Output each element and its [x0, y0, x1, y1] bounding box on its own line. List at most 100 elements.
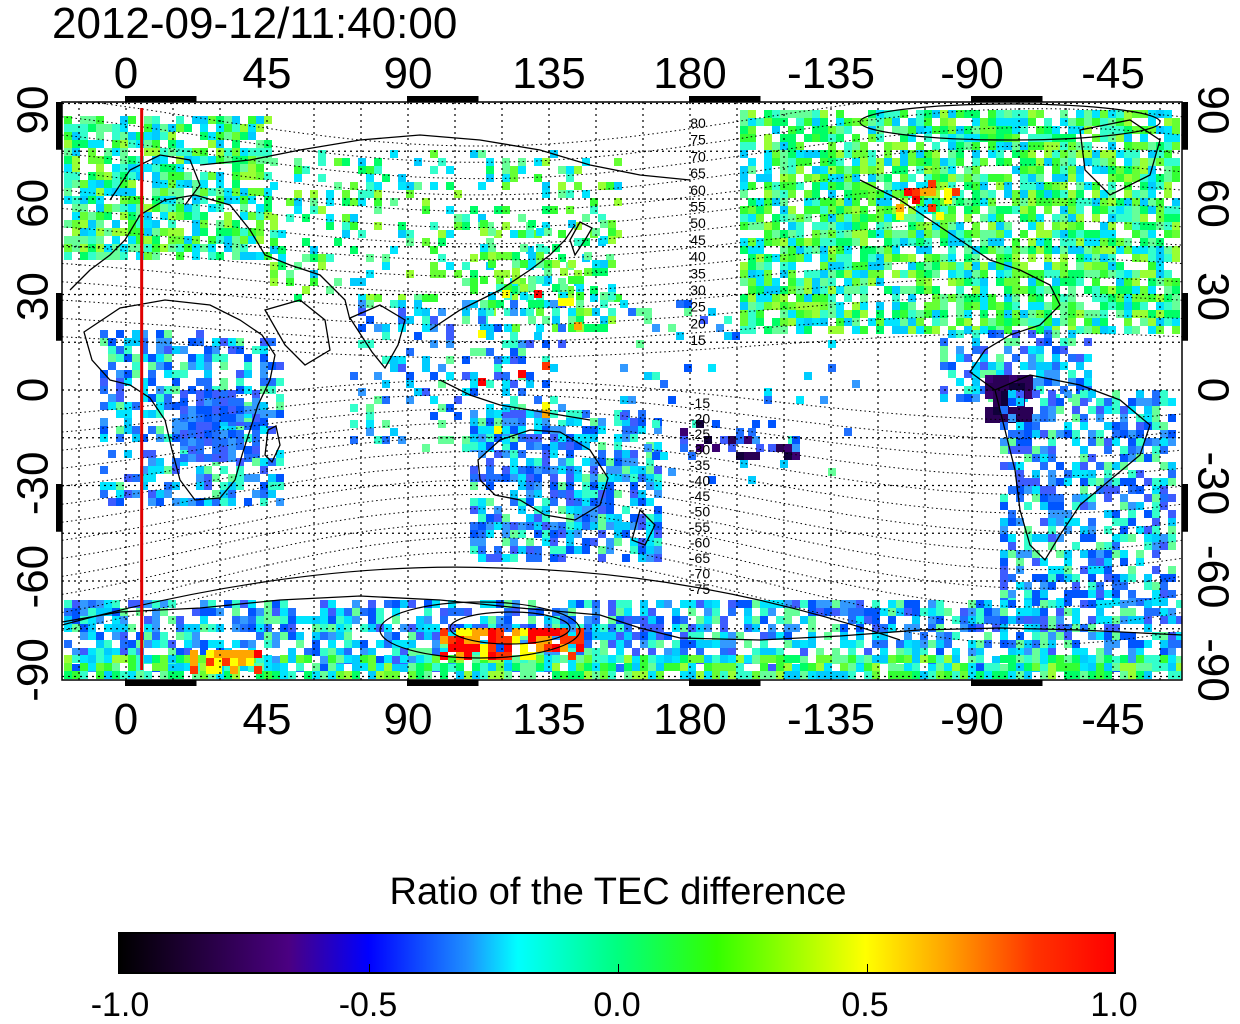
tec-cell	[680, 640, 688, 648]
tec-cell	[96, 616, 104, 624]
tec-cell	[328, 648, 336, 656]
tec-cell	[534, 546, 542, 554]
tec-cell	[148, 370, 156, 378]
tec-cell	[582, 426, 590, 434]
tec-cell	[224, 148, 232, 156]
tec-cell	[1164, 246, 1172, 254]
tec-cell	[940, 118, 948, 126]
tec-cell	[1048, 632, 1056, 640]
tec-cell	[836, 246, 844, 254]
tec-cell	[398, 356, 406, 364]
tec-cell	[812, 310, 820, 318]
tec-cell	[1009, 407, 1017, 415]
tec-cell	[904, 600, 912, 608]
tec-cell	[606, 506, 614, 514]
tec-cell	[804, 302, 812, 310]
tec-cell	[820, 278, 828, 286]
tec-cell	[406, 270, 414, 278]
tec-cell	[184, 624, 192, 632]
tec-cell	[844, 118, 852, 126]
tec-cell	[876, 262, 884, 270]
tec-cell	[294, 158, 302, 166]
tec-cell	[582, 238, 590, 246]
tec-cell	[1116, 278, 1124, 286]
tec-cell	[1112, 462, 1120, 470]
tec-cell	[1080, 390, 1088, 398]
tec-cell	[248, 252, 256, 260]
tec-data-layer	[64, 110, 1182, 679]
tec-cell	[1008, 518, 1016, 526]
tec-cell	[916, 158, 924, 166]
tec-cell	[480, 628, 488, 636]
tec-cell	[414, 158, 422, 166]
tec-cell	[1068, 302, 1076, 310]
tec-cell	[358, 158, 366, 166]
tec-cell	[72, 244, 80, 252]
tec-cell	[832, 600, 840, 608]
tec-cell	[598, 506, 606, 514]
tec-cell	[908, 174, 916, 182]
tec-cell	[964, 262, 972, 270]
tec-cell	[804, 294, 812, 302]
tec-cell	[152, 632, 160, 640]
tec-cell	[416, 655, 424, 663]
tec-cell	[520, 284, 528, 292]
tec-cell	[204, 346, 212, 354]
tec-cell	[96, 244, 104, 252]
tec-cell	[96, 116, 104, 124]
tec-cell	[932, 326, 940, 334]
tec-cell	[844, 230, 852, 238]
tec-cell	[956, 270, 964, 278]
tec-cell	[1068, 378, 1076, 386]
tec-cell	[1084, 286, 1092, 294]
tec-cell	[1104, 566, 1112, 574]
tec-cell	[526, 308, 534, 316]
tec-cell	[558, 420, 566, 428]
tec-cell	[920, 632, 928, 640]
tec-cell	[260, 354, 268, 362]
tec-cell	[96, 220, 104, 228]
tec-cell	[796, 310, 804, 318]
tec-cell	[204, 390, 212, 398]
tec-cell	[654, 442, 662, 450]
tec-cell	[896, 671, 904, 679]
tec-cell	[844, 310, 852, 318]
tec-cell	[1112, 398, 1120, 406]
tec-cell	[1092, 110, 1100, 118]
tec-cell	[1016, 582, 1024, 590]
tec-cell	[796, 294, 804, 302]
tec-cell	[1100, 270, 1108, 278]
tec-cell	[852, 318, 860, 326]
tec-cell	[440, 663, 448, 671]
tec-cell	[1060, 158, 1068, 166]
tec-cell	[1040, 574, 1048, 582]
tec-cell	[760, 671, 768, 679]
tec-cell	[804, 206, 812, 214]
tec-cell	[1168, 590, 1176, 598]
tec-cell	[1132, 286, 1140, 294]
tec-cell	[336, 664, 344, 672]
tec-cell	[1124, 110, 1132, 118]
tec-cell	[128, 212, 136, 220]
tec-cell	[1044, 378, 1052, 386]
tec-cell	[630, 538, 638, 546]
tec-cell	[152, 124, 160, 132]
tec-cell	[550, 490, 558, 498]
tec-cell	[196, 330, 204, 338]
tec-cell	[212, 446, 220, 454]
tec-cell	[1128, 430, 1136, 438]
tec-cell	[1024, 608, 1032, 616]
tec-cell	[260, 346, 268, 354]
tec-cell	[488, 292, 496, 300]
tec-cell	[272, 600, 280, 608]
tec-cell	[64, 671, 72, 679]
tec-cell	[916, 150, 924, 158]
tec-cell	[374, 198, 382, 206]
tec-cell	[116, 354, 124, 362]
tec-cell	[908, 214, 916, 222]
tec-cell	[104, 148, 112, 156]
tec-cell	[598, 214, 606, 222]
tec-cell	[652, 420, 660, 428]
tec-cell	[740, 174, 748, 182]
tec-cell	[494, 450, 502, 458]
